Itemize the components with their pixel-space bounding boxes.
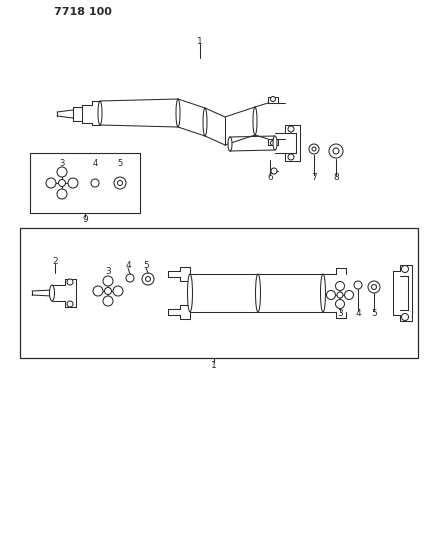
Text: 9: 9	[82, 215, 88, 224]
Circle shape	[327, 290, 336, 300]
Ellipse shape	[50, 285, 54, 301]
Ellipse shape	[321, 274, 326, 312]
Circle shape	[271, 168, 277, 174]
Text: 5: 5	[117, 159, 123, 168]
Text: 7718 100: 7718 100	[54, 7, 112, 17]
Bar	[30, 153, 140, 213]
Circle shape	[288, 126, 294, 132]
Circle shape	[68, 178, 78, 188]
Text: 2: 2	[52, 256, 58, 265]
Circle shape	[333, 148, 339, 154]
Text: 3: 3	[59, 159, 65, 168]
Text: 7: 7	[311, 174, 317, 182]
Text: 8: 8	[333, 174, 339, 182]
Ellipse shape	[187, 274, 193, 312]
Circle shape	[57, 167, 67, 177]
Circle shape	[146, 277, 151, 281]
Text: 3: 3	[105, 268, 111, 277]
Circle shape	[337, 292, 343, 298]
Circle shape	[345, 290, 354, 300]
Circle shape	[57, 189, 67, 199]
Bar	[20, 228, 418, 358]
Circle shape	[270, 96, 276, 101]
Circle shape	[93, 286, 103, 296]
Ellipse shape	[176, 99, 180, 127]
Ellipse shape	[98, 101, 102, 125]
Circle shape	[104, 287, 112, 295]
Text: 4: 4	[125, 261, 131, 270]
Circle shape	[288, 154, 294, 160]
Circle shape	[67, 279, 73, 285]
Text: 1: 1	[211, 360, 217, 369]
Text: 1: 1	[197, 36, 203, 45]
Text: 3: 3	[337, 310, 343, 319]
Circle shape	[103, 276, 113, 286]
Circle shape	[401, 265, 408, 272]
Text: 5: 5	[143, 261, 149, 270]
Circle shape	[103, 296, 113, 306]
Circle shape	[67, 301, 73, 307]
Circle shape	[113, 286, 123, 296]
Text: 4: 4	[355, 310, 361, 319]
Ellipse shape	[203, 108, 207, 136]
Ellipse shape	[228, 137, 232, 151]
Text: 5: 5	[371, 310, 377, 319]
Circle shape	[401, 313, 408, 320]
Circle shape	[312, 147, 316, 151]
Ellipse shape	[256, 274, 261, 312]
Circle shape	[118, 181, 122, 185]
Circle shape	[46, 178, 56, 188]
Circle shape	[59, 180, 65, 187]
Ellipse shape	[253, 107, 257, 135]
Circle shape	[336, 281, 345, 290]
Text: 4: 4	[92, 159, 98, 168]
Circle shape	[336, 300, 345, 309]
Ellipse shape	[273, 136, 277, 150]
Circle shape	[372, 285, 377, 289]
Text: 6: 6	[267, 174, 273, 182]
Circle shape	[270, 141, 276, 146]
